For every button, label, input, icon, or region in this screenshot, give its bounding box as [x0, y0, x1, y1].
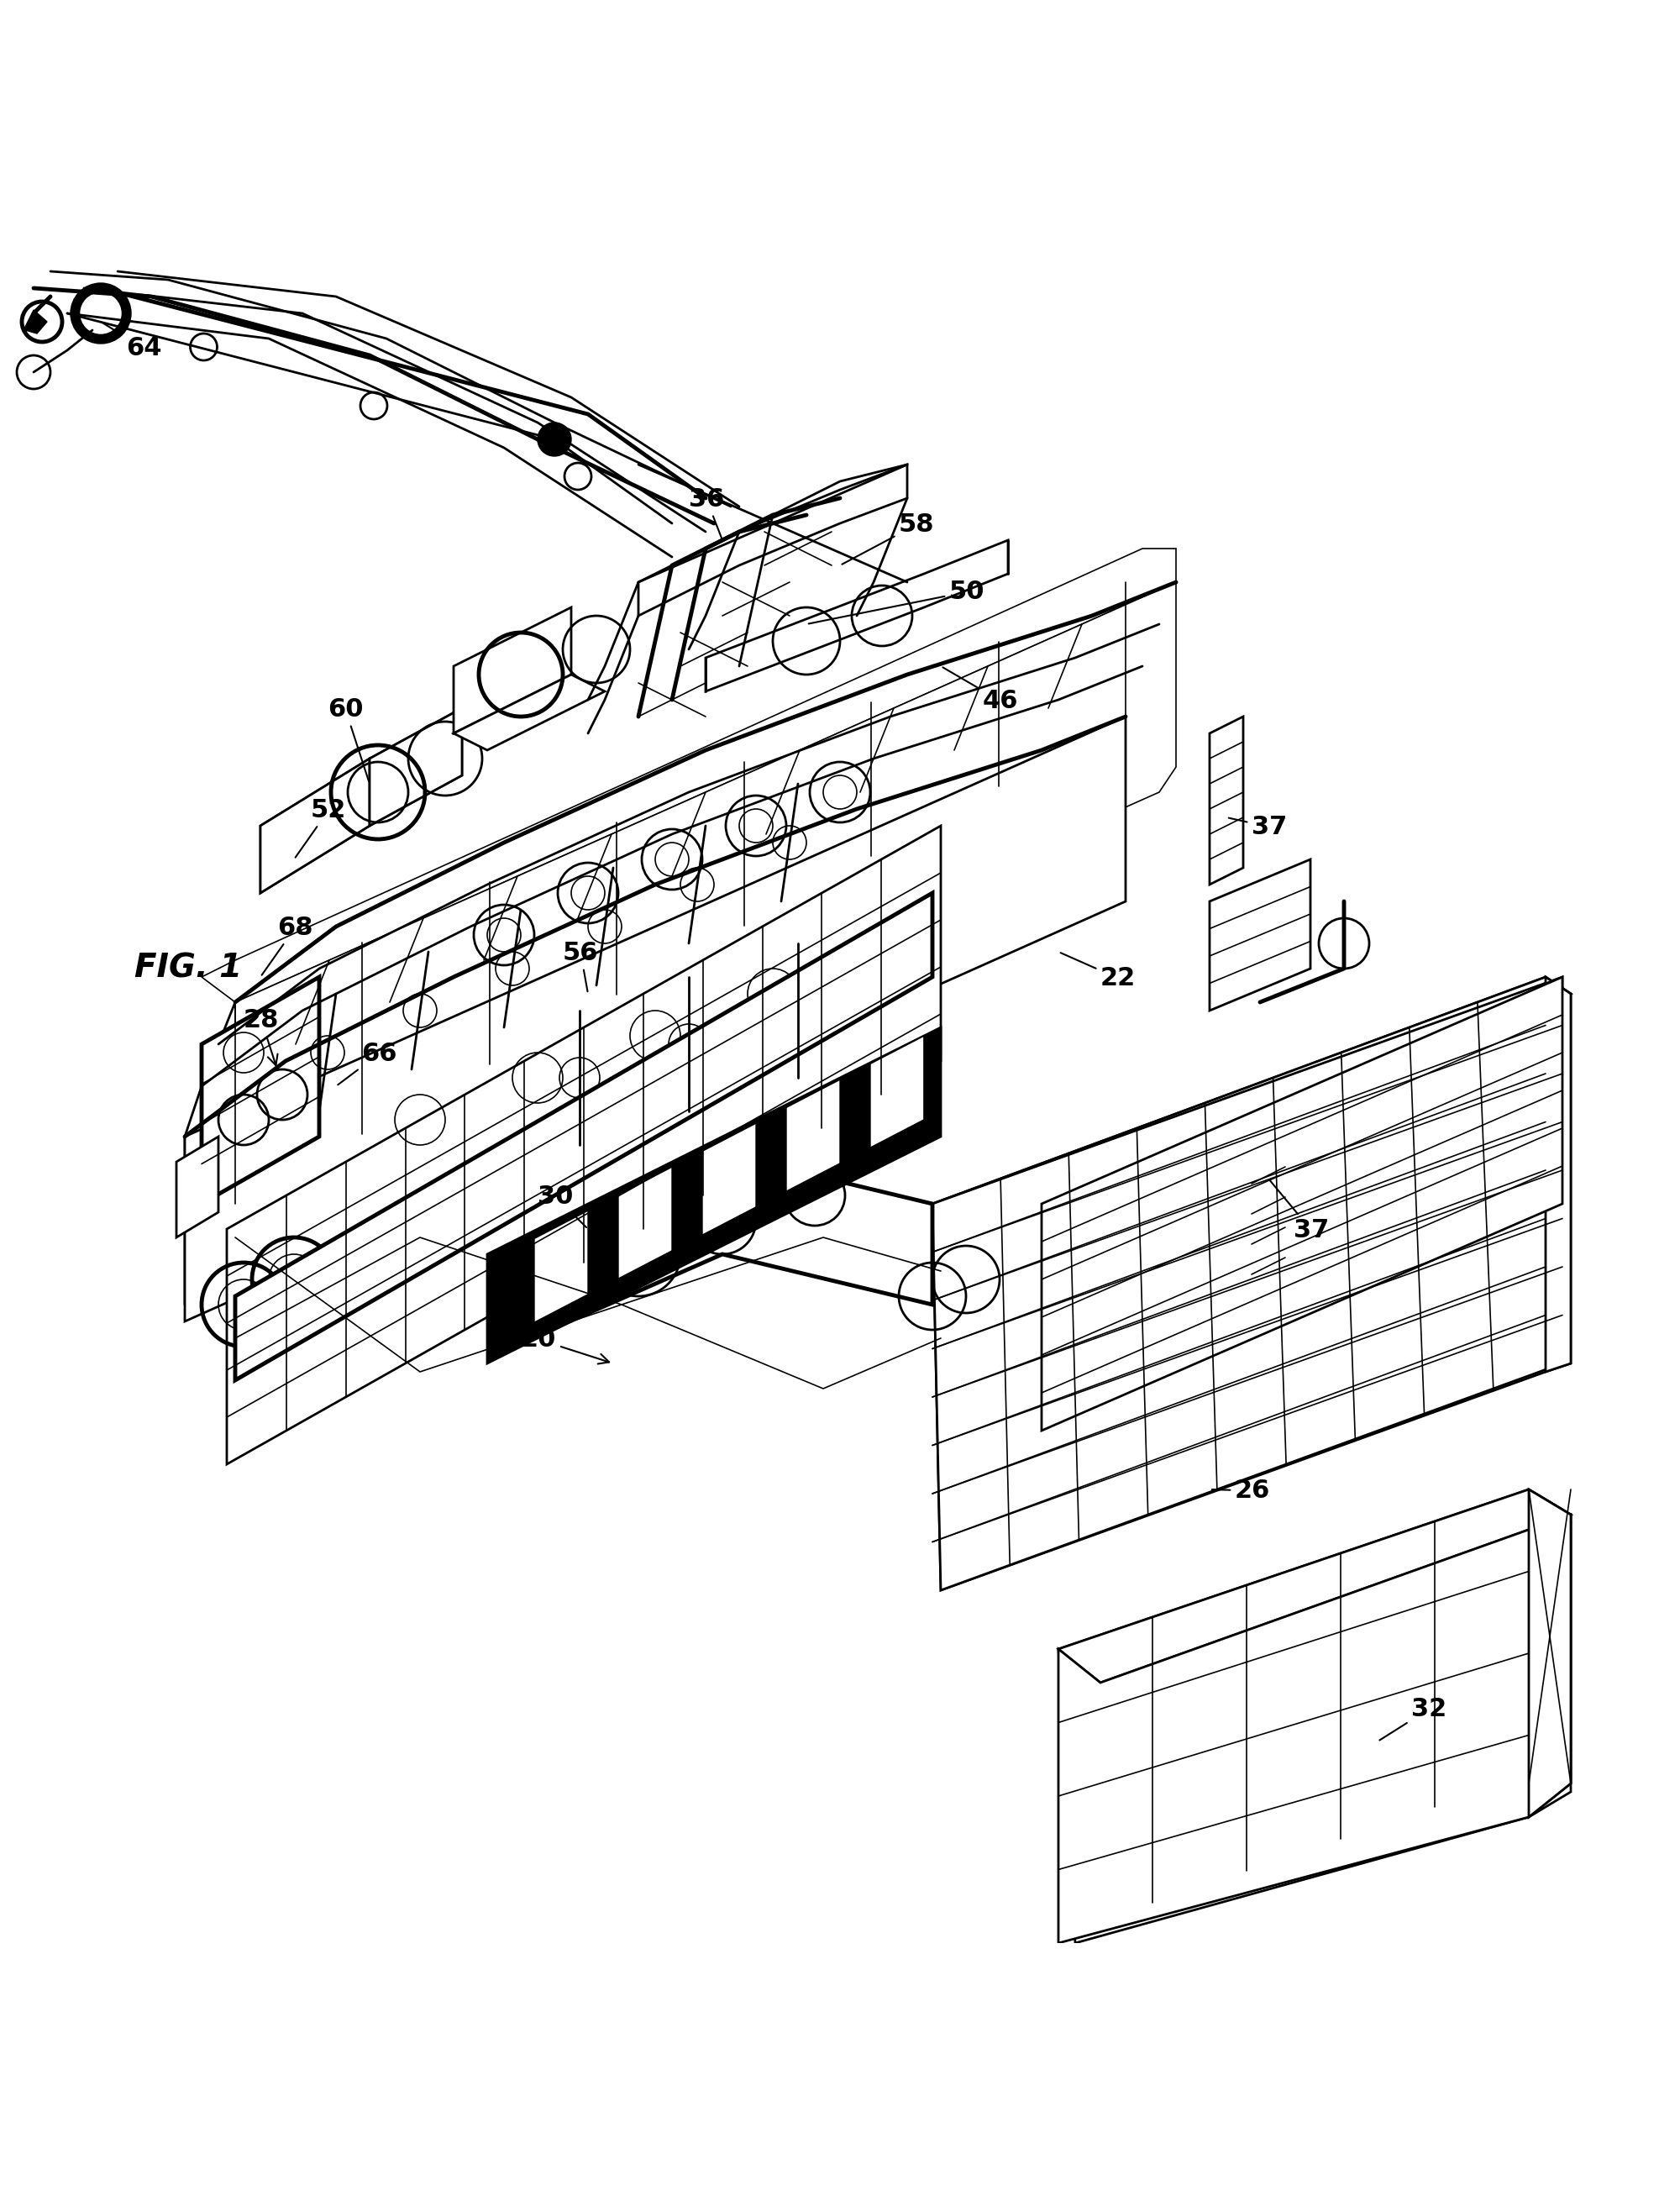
- Text: 52: 52: [296, 799, 346, 858]
- Text: 36: 36: [689, 488, 724, 538]
- Text: 22: 22: [1060, 953, 1136, 990]
- Text: 50: 50: [808, 580, 984, 624]
- Text: 60: 60: [328, 697, 370, 781]
- Text: 58: 58: [842, 512, 934, 565]
- Circle shape: [71, 282, 131, 344]
- Polygon shape: [260, 759, 370, 893]
- Polygon shape: [1252, 1136, 1285, 1304]
- Polygon shape: [840, 1063, 870, 1163]
- Text: 28: 28: [244, 1008, 279, 1065]
- Polygon shape: [672, 1152, 702, 1251]
- Polygon shape: [235, 893, 932, 1381]
- Circle shape: [538, 424, 571, 457]
- Polygon shape: [932, 977, 1571, 1238]
- Polygon shape: [454, 607, 571, 732]
- Polygon shape: [1042, 977, 1562, 1432]
- Text: 68: 68: [262, 915, 312, 975]
- Text: 66: 66: [338, 1041, 396, 1085]
- Polygon shape: [487, 1028, 941, 1363]
- Text: 37: 37: [1228, 814, 1287, 838]
- Polygon shape: [1058, 1489, 1571, 1683]
- Polygon shape: [1210, 717, 1243, 885]
- Text: 30: 30: [538, 1185, 586, 1227]
- Polygon shape: [185, 1002, 252, 1304]
- Polygon shape: [25, 311, 47, 333]
- Polygon shape: [588, 1196, 618, 1295]
- Text: 37: 37: [1270, 1180, 1329, 1242]
- Polygon shape: [1546, 977, 1571, 1372]
- Polygon shape: [370, 708, 462, 825]
- Text: 64: 64: [102, 322, 161, 360]
- Polygon shape: [235, 582, 1176, 1204]
- Text: 56: 56: [563, 942, 598, 990]
- Polygon shape: [260, 708, 462, 893]
- Polygon shape: [638, 465, 907, 615]
- Polygon shape: [176, 1136, 218, 1238]
- Polygon shape: [202, 977, 319, 1204]
- Polygon shape: [504, 1240, 534, 1339]
- Polygon shape: [202, 549, 1176, 1002]
- Polygon shape: [1210, 860, 1310, 1010]
- Polygon shape: [706, 540, 1008, 690]
- Polygon shape: [932, 977, 1571, 1591]
- Polygon shape: [1058, 1516, 1571, 1943]
- Polygon shape: [756, 1107, 786, 1207]
- Text: 46: 46: [942, 668, 1018, 713]
- Text: 20: 20: [521, 1328, 610, 1363]
- Text: 26: 26: [1211, 1478, 1270, 1502]
- Text: FIG. 1: FIG. 1: [134, 953, 242, 984]
- Text: 32: 32: [1379, 1696, 1446, 1741]
- Circle shape: [81, 293, 121, 333]
- Polygon shape: [454, 675, 605, 750]
- Polygon shape: [185, 717, 1126, 1321]
- Polygon shape: [227, 825, 941, 1465]
- Polygon shape: [512, 1154, 932, 1346]
- Polygon shape: [504, 1037, 924, 1339]
- Polygon shape: [932, 977, 1562, 1591]
- Polygon shape: [1529, 1489, 1571, 1818]
- Polygon shape: [1058, 1489, 1571, 1943]
